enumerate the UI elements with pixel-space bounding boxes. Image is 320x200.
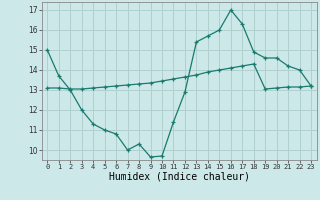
X-axis label: Humidex (Indice chaleur): Humidex (Indice chaleur) (109, 172, 250, 182)
